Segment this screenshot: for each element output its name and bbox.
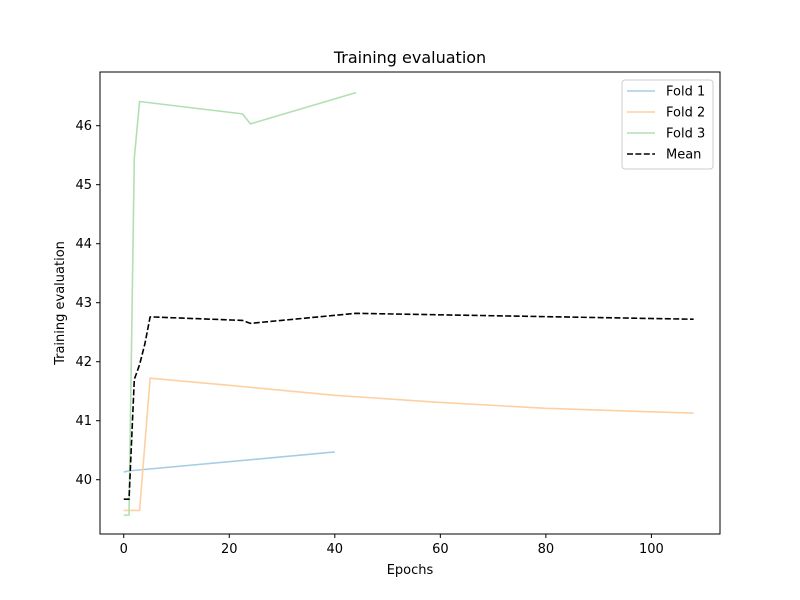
x-tick-label: 0 bbox=[120, 542, 128, 557]
legend-label: Fold 2 bbox=[666, 106, 705, 121]
y-tick-label: 44 bbox=[75, 237, 92, 252]
y-axis: 40 41 42 43 44 45 46 bbox=[75, 119, 100, 488]
series-layer bbox=[123, 91, 694, 516]
x-tick-label: 60 bbox=[432, 542, 449, 557]
y-tick-label: 45 bbox=[75, 178, 92, 193]
y-axis-label: Training evaluation bbox=[53, 241, 68, 366]
chart-title: Training evaluation bbox=[333, 48, 486, 67]
x-tick-label: 40 bbox=[327, 542, 344, 557]
y-tick-label: 41 bbox=[75, 414, 92, 429]
x-axis-label: Epochs bbox=[387, 563, 434, 578]
y-tick-label: 43 bbox=[75, 296, 92, 311]
series-line-fold-3 bbox=[123, 91, 357, 516]
y-tick-label: 40 bbox=[75, 473, 92, 488]
x-tick-label: 80 bbox=[538, 542, 555, 557]
legend-label: Fold 1 bbox=[666, 85, 705, 100]
series-line-fold-2 bbox=[123, 377, 694, 512]
legend-label: Fold 3 bbox=[666, 127, 705, 142]
y-tick-label: 42 bbox=[75, 355, 92, 370]
x-axis: 0 20 40 60 80 100 bbox=[120, 534, 664, 557]
x-tick-label: 100 bbox=[639, 542, 664, 557]
legend: Fold 1 Fold 2 Fold 3 Mean bbox=[621, 79, 714, 170]
legend-label: Mean bbox=[666, 148, 701, 163]
y-tick-label: 46 bbox=[75, 119, 92, 134]
x-tick-label: 20 bbox=[221, 542, 238, 557]
legend-box bbox=[621, 79, 714, 170]
